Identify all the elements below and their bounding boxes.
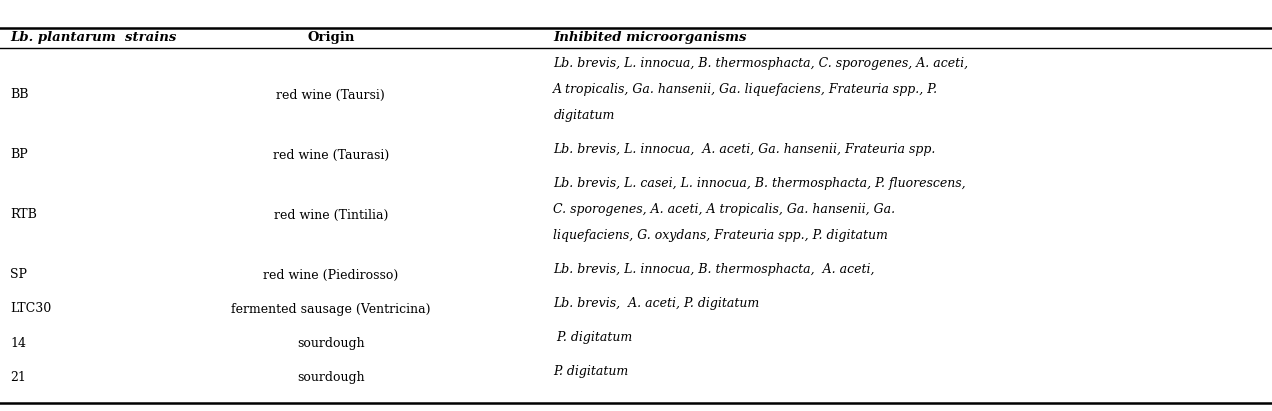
Text: red wine (Piedirosso): red wine (Piedirosso) xyxy=(263,268,398,282)
Text: Lb. brevis, L. innocua,  A. aceti, Ga. hansenii, Frateuria spp.: Lb. brevis, L. innocua, A. aceti, Ga. ha… xyxy=(553,143,936,156)
Text: Lb. brevis, L. casei, L. innocua, B. thermosphacta, P. fluorescens,: Lb. brevis, L. casei, L. innocua, B. the… xyxy=(553,177,965,190)
Text: red wine (Tintilia): red wine (Tintilia) xyxy=(273,208,388,222)
Text: Origin: Origin xyxy=(307,32,355,44)
Text: Inhibited microorganisms: Inhibited microorganisms xyxy=(553,32,747,44)
Text: 14: 14 xyxy=(10,337,27,349)
Text: digitatum: digitatum xyxy=(553,109,614,122)
Text: C. sporogenes, A. aceti, A tropicalis, Ga. hansenii, Ga.: C. sporogenes, A. aceti, A tropicalis, G… xyxy=(553,203,895,216)
Text: Lb. brevis,  A. aceti, P. digitatum: Lb. brevis, A. aceti, P. digitatum xyxy=(553,297,759,310)
Text: P. digitatum: P. digitatum xyxy=(553,365,628,378)
Text: BP: BP xyxy=(10,148,28,162)
Text: 21: 21 xyxy=(10,370,25,383)
Text: A tropicalis, Ga. hansenii, Ga. liquefaciens, Frateuria spp., P.: A tropicalis, Ga. hansenii, Ga. liquefac… xyxy=(553,83,939,96)
Text: sourdough: sourdough xyxy=(296,337,365,349)
Text: sourdough: sourdough xyxy=(296,370,365,383)
Text: Lb. plantarum  strains: Lb. plantarum strains xyxy=(10,32,177,44)
Text: Lb. brevis, L. innocua, B. thermosphacta, C. sporogenes, A. aceti,: Lb. brevis, L. innocua, B. thermosphacta… xyxy=(553,57,968,70)
Text: BB: BB xyxy=(10,88,29,102)
Text: red wine (Taursi): red wine (Taursi) xyxy=(276,88,385,102)
Text: red wine (Taurasi): red wine (Taurasi) xyxy=(272,148,389,162)
Text: fermented sausage (Ventricina): fermented sausage (Ventricina) xyxy=(232,302,430,316)
Text: P. digitatum: P. digitatum xyxy=(553,331,632,344)
Text: liquefaciens, G. oxydans, Frateuria spp., P. digitatum: liquefaciens, G. oxydans, Frateuria spp.… xyxy=(553,229,888,242)
Text: RTB: RTB xyxy=(10,208,37,222)
Text: Lb. brevis, L. innocua, B. thermosphacta,  A. aceti,: Lb. brevis, L. innocua, B. thermosphacta… xyxy=(553,263,875,276)
Text: SP: SP xyxy=(10,268,27,282)
Text: LTC30: LTC30 xyxy=(10,302,51,316)
